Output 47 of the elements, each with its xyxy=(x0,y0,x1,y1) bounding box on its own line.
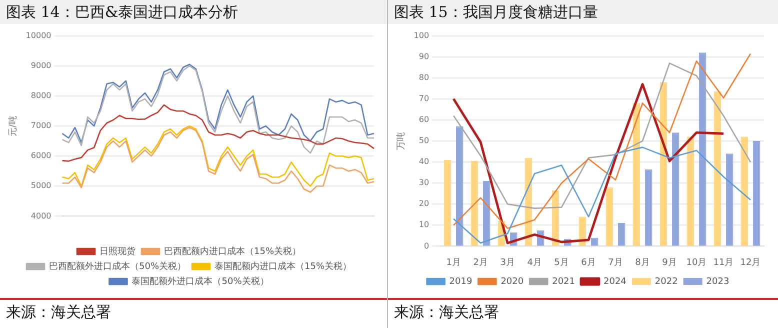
legend-label: 泰国配额内进口成本（15%关税） xyxy=(214,260,352,272)
legend-label: 2020 xyxy=(500,276,524,287)
y-tick-label: 10 xyxy=(418,220,430,230)
y-axis-title: 万吨 xyxy=(396,132,407,150)
x-tick-label: 6月 xyxy=(581,258,596,268)
x-tick-label: 2月 xyxy=(473,258,488,268)
y-axis-title: 元/吨 xyxy=(8,115,19,137)
legend-label: 泰国配额外进口成本（50%关税） xyxy=(132,276,269,287)
y-tick-label: 60 xyxy=(418,115,430,124)
y-tick-label: 10000 xyxy=(26,30,52,40)
chart-title: 图表 15：我国月度食糖进口量 xyxy=(388,0,778,24)
x-tick-label: 7月 xyxy=(608,258,623,268)
legend-label: 巴西配额外进口成本（50%关税） xyxy=(48,260,186,272)
legend-label: 巴西配额内进口成本（15%关税） xyxy=(164,246,302,257)
legend-label: 2024 xyxy=(604,276,627,287)
y-tick-label: 0 xyxy=(424,241,430,250)
y-tick-label: 90 xyxy=(418,52,430,61)
x-tick-label: 10月 xyxy=(686,258,707,268)
x-tick-label: 3月 xyxy=(500,258,515,268)
legend-label: 2019 xyxy=(449,276,472,287)
chart-title: 图表 14：巴西&泰国进口成本分析 xyxy=(0,0,387,24)
x-tick-label: 9月 xyxy=(662,258,677,268)
source-note: 来源：海关总署 xyxy=(6,303,112,322)
x-tick-label: 8月 xyxy=(635,258,650,268)
y-tick-label: 40 xyxy=(418,157,430,166)
y-tick-label: 9000 xyxy=(30,60,52,70)
x-tick-label: 4月 xyxy=(527,258,542,268)
y-tick-label: 8000 xyxy=(30,91,52,100)
legend-label: 2021 xyxy=(552,276,575,287)
y-tick-label: 30 xyxy=(418,178,430,188)
y-tick-label: 100 xyxy=(414,30,430,40)
y-tick-label: 50 xyxy=(418,136,430,146)
x-tick-label: 1月 xyxy=(446,258,461,268)
y-tick-label: 4000 xyxy=(30,211,52,220)
legend-label: 2023 xyxy=(706,276,730,287)
legend-label: 2022 xyxy=(654,276,678,287)
y-tick-label: 80 xyxy=(418,72,430,82)
y-tick-label: 5000 xyxy=(30,181,52,190)
x-tick-label: 12月 xyxy=(740,258,761,268)
legend-label: 日照现货 xyxy=(100,246,136,257)
y-tick-label: 70 xyxy=(418,94,430,103)
x-tick-label: 11月 xyxy=(713,258,734,268)
x-tick-label: 5月 xyxy=(554,258,569,268)
y-tick-label: 20 xyxy=(418,199,430,208)
source-note: 来源：海关总署 xyxy=(394,303,500,322)
y-tick-label: 6000 xyxy=(30,151,52,160)
y-tick-label: 7000 xyxy=(30,121,52,130)
